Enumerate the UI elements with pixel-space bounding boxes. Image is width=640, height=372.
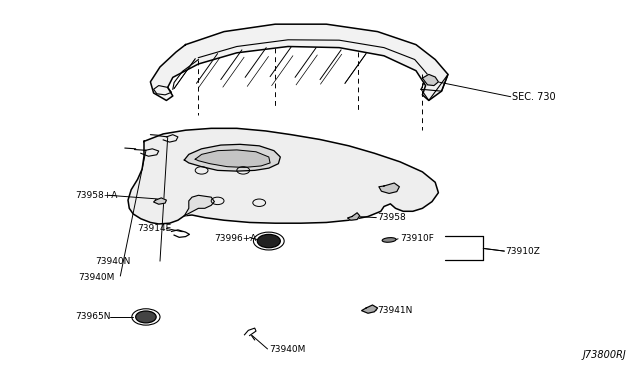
Circle shape (257, 234, 280, 248)
Text: 73940M: 73940M (78, 273, 115, 282)
Polygon shape (128, 128, 438, 224)
Text: 73996+A: 73996+A (214, 234, 257, 243)
Polygon shape (422, 74, 438, 86)
Polygon shape (154, 198, 166, 204)
Polygon shape (195, 150, 270, 167)
Text: 73941N: 73941N (378, 306, 413, 315)
Text: 73940M: 73940M (269, 345, 305, 354)
Text: 73914E: 73914E (138, 224, 172, 233)
Text: 73910Z: 73910Z (506, 247, 540, 256)
Text: SEC. 730: SEC. 730 (512, 92, 556, 102)
Text: 73958: 73958 (378, 213, 406, 222)
Ellipse shape (382, 238, 396, 242)
Polygon shape (348, 213, 360, 220)
Polygon shape (379, 183, 399, 193)
Text: 73940N: 73940N (95, 257, 130, 266)
Text: 73965N: 73965N (76, 312, 111, 321)
Polygon shape (184, 195, 214, 216)
Text: 73958+A: 73958+A (76, 191, 118, 200)
Text: 73910F: 73910F (400, 234, 434, 243)
Polygon shape (362, 305, 378, 313)
Text: J73800RJ: J73800RJ (582, 350, 626, 360)
Polygon shape (184, 144, 280, 171)
Circle shape (136, 311, 156, 323)
Polygon shape (150, 24, 448, 100)
